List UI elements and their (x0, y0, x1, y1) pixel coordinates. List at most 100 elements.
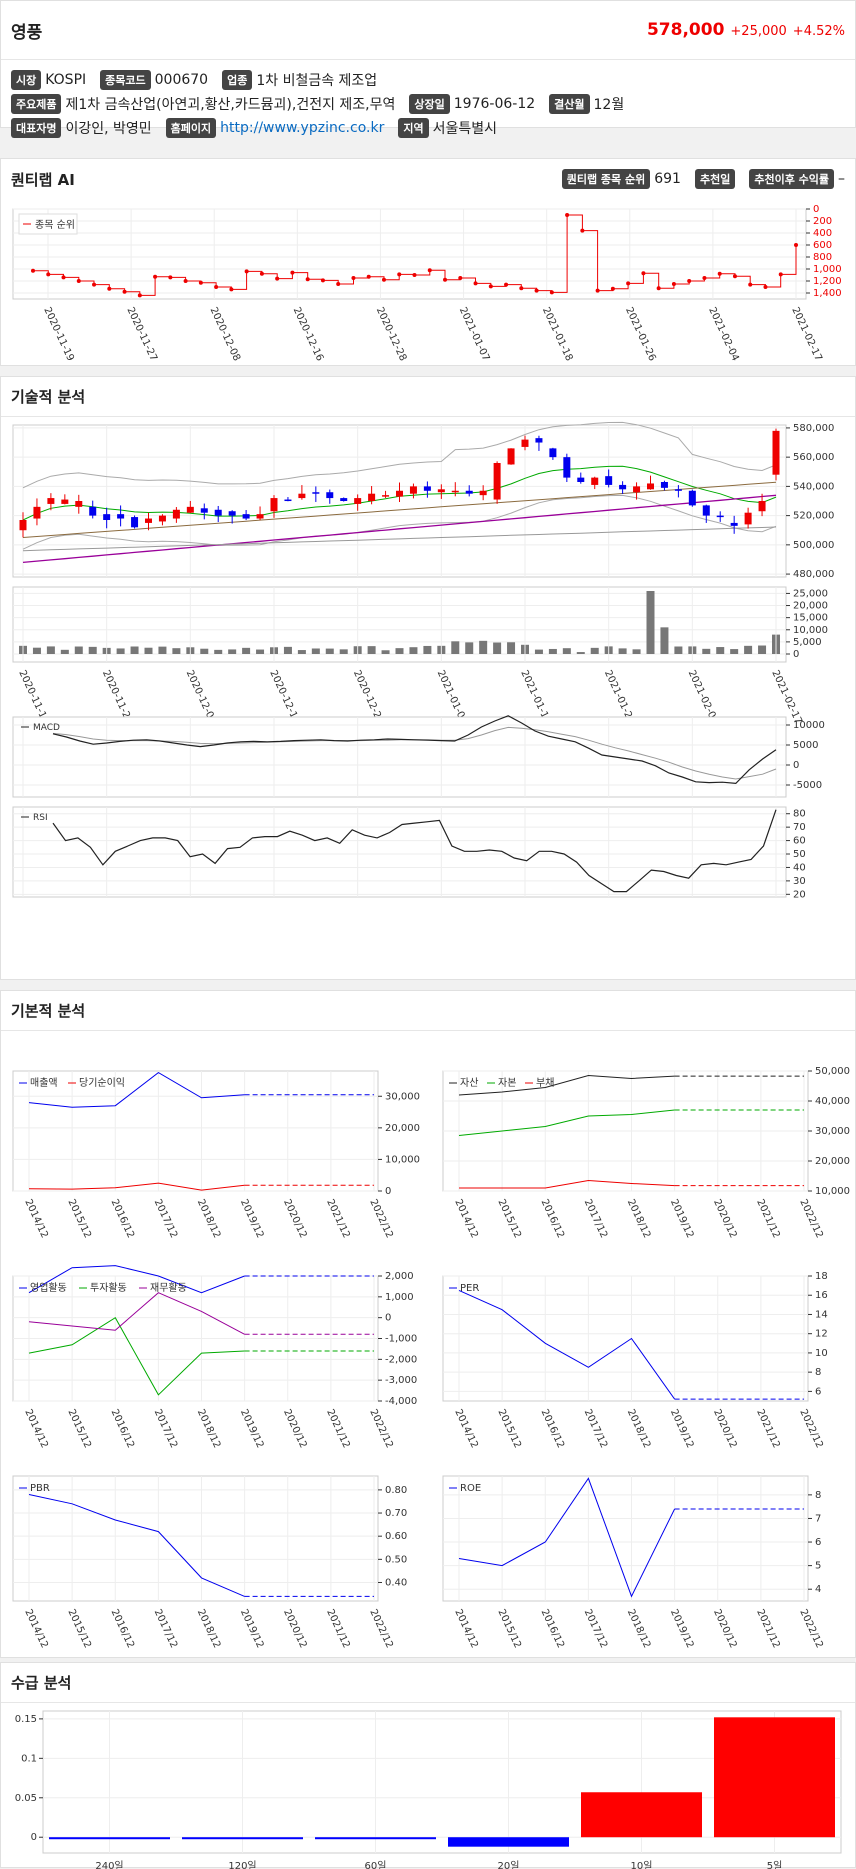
legend-label: ROE (460, 1483, 481, 1494)
volume-bar (242, 647, 251, 654)
year-tick-label: 2020/12 (281, 1408, 309, 1450)
fund-tick-label: 0.70 (385, 1508, 407, 1519)
price-candle (674, 489, 682, 491)
x-tick-label: 5일 (767, 1860, 783, 1869)
price-candle (549, 448, 557, 458)
bollinger-lower (22, 494, 777, 550)
macd-line (52, 715, 777, 785)
series-line (458, 1109, 675, 1136)
volume-bar (562, 648, 571, 654)
price-candle (437, 489, 445, 493)
ma-longest-line (22, 526, 777, 552)
y-tick-label: 0 (31, 1832, 37, 1843)
macd-tick-label: 5000 (793, 740, 818, 751)
rank-point (412, 273, 417, 277)
supply-chart: 0.15 0.1 0.05 0 240일 120일 60일 20일 10일 5일 (15, 1710, 842, 1869)
series-line (28, 1265, 245, 1294)
plot-area (12, 208, 807, 300)
fundamental-charts: 30,000 20,000 10,000 0 2014/12 2015/12 2016/12… (12, 1066, 850, 1650)
fiscal-tag: 결산월 (549, 94, 590, 114)
volume-bar (130, 646, 139, 654)
rank-point (687, 279, 692, 283)
volume-tick-label: 10,000 (793, 625, 828, 636)
y-tick-label: 1,000 (813, 264, 842, 275)
y-tick-label: 1,200 (813, 276, 842, 287)
x-tick-label: 2021-01-07 (457, 306, 492, 363)
volume-bar (256, 649, 265, 654)
tech-title: 기술적 분석 (1, 377, 855, 417)
fund-tick-label: 7 (815, 1513, 821, 1524)
stock-name: 영풍 (11, 22, 43, 43)
price-candle (591, 477, 599, 485)
rank-point (763, 285, 768, 289)
volume-bar (758, 645, 767, 654)
y-tick-label: 200 (813, 216, 832, 227)
price-candle (382, 495, 390, 497)
volume-bar (200, 648, 209, 654)
volume-bar (339, 649, 348, 654)
fund-panel (12, 1070, 379, 1192)
price-candle (326, 492, 334, 499)
year-tick-label: 2016/12 (539, 1408, 567, 1450)
year-tick-label: 2014/12 (452, 1608, 480, 1650)
rank-point (732, 274, 737, 279)
x-tick-label: 2020-12-08 (208, 306, 243, 363)
volume-bar (702, 648, 711, 654)
ceo-value: 이강인, 박영민 (65, 121, 152, 137)
price-candle (117, 514, 125, 519)
year-tick-label: 2019/12 (238, 1408, 266, 1450)
year-tick-label: 2018/12 (195, 1198, 223, 1240)
price-candle (340, 498, 348, 501)
volume-bar (632, 649, 641, 654)
listed-tag: 상장일 (409, 94, 450, 114)
rank-point (214, 285, 219, 289)
fund-tick-label: 4 (815, 1584, 821, 1595)
volume-tick-label: 15,000 (793, 613, 828, 624)
rank-point (290, 270, 295, 275)
year-tick-label: 2020/12 (711, 1408, 739, 1450)
price-candle (75, 501, 83, 507)
volume-bar (590, 647, 599, 654)
year-tick-label: 2019/12 (238, 1608, 266, 1650)
rank-point (137, 293, 142, 298)
rank-tag: 퀀티랩 종목 순위 (561, 169, 651, 189)
year-tick-label: 2020/12 (711, 1608, 739, 1650)
fund-tick-label: 16 (815, 1290, 828, 1301)
price-candle (605, 476, 613, 485)
rank-point (168, 275, 173, 280)
series-line (458, 1289, 676, 1400)
rank-point (519, 286, 524, 291)
price-candle (702, 505, 710, 516)
rank-point (305, 277, 310, 282)
rank-point (381, 277, 386, 282)
ma-long-line (22, 494, 777, 564)
price-candle (228, 511, 236, 516)
homepage-link[interactable]: http://www.ypzinc.co.kr (220, 120, 385, 136)
macd-panel (12, 716, 787, 798)
y-tick-label: 600 (813, 240, 832, 251)
year-tick-label: 2016/12 (109, 1608, 137, 1650)
macd-tick-label: -5000 (793, 780, 822, 791)
price-change-pct: +4.52% (792, 24, 845, 39)
rsi-tick-label: 60 (793, 836, 806, 847)
fund-title: 기본적 분석 (1, 991, 855, 1031)
rec-date-tag: 추천일 (694, 169, 736, 189)
price-candle (368, 493, 376, 501)
rank-point (717, 271, 722, 276)
fund-tick-label: 10,000 (815, 1186, 850, 1197)
y-tick-label: 400 (813, 228, 832, 239)
rank-point (610, 286, 615, 291)
fund-card: 기본적 분석 30,000 20,000 10,000 0 2014/12 2015/12… (0, 990, 856, 1658)
volume-bar (311, 648, 320, 654)
rsi-tick-label: 40 (793, 862, 806, 873)
volume-bar (283, 646, 292, 654)
price-candle (312, 492, 320, 494)
year-tick-label: 2022/12 (367, 1198, 395, 1240)
volume-bar (74, 646, 83, 654)
rsi-tick-label: 30 (793, 876, 806, 887)
stock-header-card: 영풍 578,000 +25,000 +4.52% 시장 KOSPI 종목코드 00067… (0, 0, 856, 138)
price-candle (270, 498, 278, 512)
x-tick-label: 120일 (228, 1860, 256, 1869)
fund-tick-label: 14 (815, 1309, 828, 1320)
stock-price: 578,000 (646, 20, 725, 40)
